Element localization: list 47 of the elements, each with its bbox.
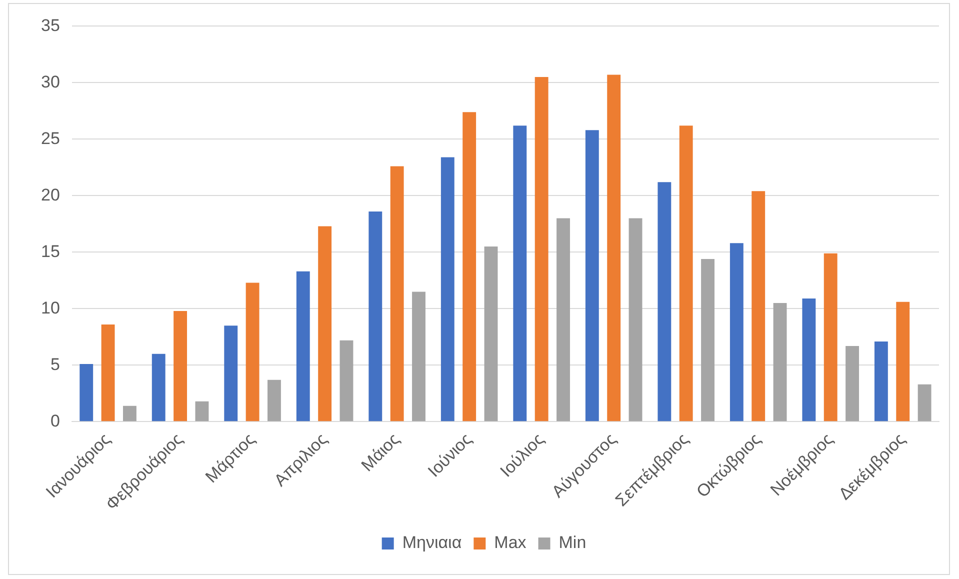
bar xyxy=(462,112,476,422)
bar xyxy=(484,246,498,422)
bar xyxy=(174,310,188,422)
bar xyxy=(730,243,744,422)
bar xyxy=(846,346,860,422)
legend-label: Min xyxy=(558,533,586,552)
y-tick-label: 20 xyxy=(40,185,60,204)
y-tick-label: 5 xyxy=(50,354,60,374)
bar xyxy=(318,226,332,422)
y-tick-label: 0 xyxy=(50,411,60,430)
y-tick-label: 15 xyxy=(40,242,60,261)
bar xyxy=(440,157,454,422)
bar xyxy=(296,271,310,422)
bar xyxy=(390,166,404,422)
bar xyxy=(628,218,642,422)
legend-label: Μηνιαια xyxy=(402,533,462,552)
bar xyxy=(412,292,426,422)
bar xyxy=(607,74,621,422)
bar xyxy=(824,253,838,422)
bar xyxy=(556,218,570,422)
bar xyxy=(368,212,382,422)
bar xyxy=(122,406,136,422)
bar xyxy=(802,298,816,422)
bar xyxy=(224,326,238,422)
bar xyxy=(752,191,766,422)
y-tick-label: 35 xyxy=(40,16,60,35)
y-tick-label: 10 xyxy=(40,298,60,318)
bar xyxy=(874,341,888,422)
bar xyxy=(246,282,260,422)
bar xyxy=(195,401,209,422)
bar xyxy=(585,130,599,422)
bar xyxy=(896,302,910,422)
bar xyxy=(268,380,281,422)
legend-label: Max xyxy=(494,533,527,552)
y-tick-label: 25 xyxy=(40,128,60,148)
bar xyxy=(513,126,527,422)
bar xyxy=(340,340,354,422)
bar xyxy=(679,126,693,422)
y-tick-label: 30 xyxy=(40,72,60,92)
bar xyxy=(80,364,94,422)
bar xyxy=(101,324,115,422)
bar xyxy=(658,182,672,422)
bar xyxy=(534,77,548,422)
bar xyxy=(701,258,714,422)
bar xyxy=(773,303,787,422)
bar xyxy=(918,384,932,422)
bar xyxy=(152,354,166,422)
